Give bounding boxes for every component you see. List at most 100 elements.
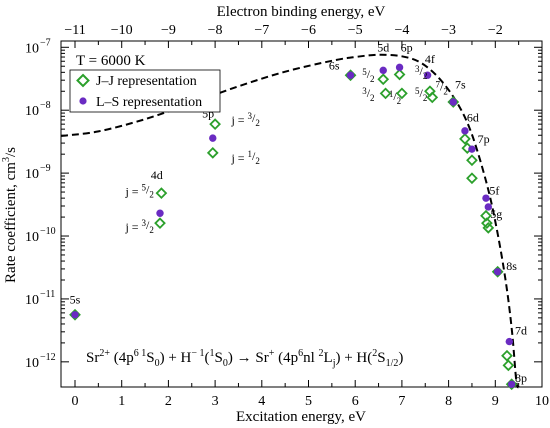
- y-tick-exponent: −11: [40, 289, 55, 300]
- y-tick-base: 10: [25, 104, 39, 119]
- plot-frame: [60, 40, 543, 388]
- top-x-tick-label: −10: [111, 23, 133, 38]
- ls-point: [379, 66, 387, 75]
- j-label-slash: /: [146, 183, 150, 197]
- j-label-prefix: j =: [230, 151, 247, 165]
- jj-point: [501, 349, 513, 362]
- legend-jj-label: J–J representation: [96, 74, 197, 89]
- ls-point: [71, 311, 79, 319]
- half-label: 3/2: [415, 64, 427, 81]
- y-tick-exponent: −12: [40, 352, 56, 363]
- fit-curve-line: [60, 53, 520, 389]
- half-label-slash: /: [367, 67, 371, 81]
- x-tick-label: 1: [118, 394, 125, 409]
- equation-part: 2: [372, 348, 377, 359]
- j-label-slash: /: [146, 218, 150, 232]
- half-label-numerator: 7: [436, 80, 441, 90]
- jj-point: [393, 68, 406, 81]
- y-tick-base: 10: [25, 41, 39, 56]
- equation-part: S: [377, 350, 385, 366]
- half-label: 7/2: [436, 80, 448, 97]
- half-label-numerator: 3: [362, 86, 367, 96]
- equation-part: 6 1: [134, 348, 147, 359]
- jj-point: [154, 217, 166, 230]
- x-axis-top: −11 −10 −9 −8 −7 −6 −5 −4 −3 −2: [64, 23, 520, 45]
- j-label-slash: /: [252, 111, 256, 125]
- equation-part: 0: [155, 358, 160, 369]
- state-label: 5g: [490, 207, 502, 221]
- legend-box: [69, 69, 221, 113]
- y-tick-label: 10: [25, 356, 39, 371]
- equation-part: − 1: [191, 348, 204, 359]
- equation-part: ) + H(: [335, 350, 372, 366]
- half-label: 3/2: [362, 86, 374, 103]
- reaction-equation: Sr2+ (4p6 1S0) + H− 1(1S0) → Sr+ (4p6nl …: [86, 348, 403, 369]
- top-x-tick-label: −6: [301, 23, 316, 38]
- y-tick-exponent: −7: [40, 37, 51, 48]
- y-tick-base: 10: [25, 230, 39, 245]
- equation-part: (4p: [274, 350, 298, 366]
- equation-part: 1/2: [386, 358, 399, 369]
- ls-point: [484, 203, 492, 211]
- jj-point: [482, 221, 495, 234]
- ls-point: [449, 98, 457, 106]
- half-label-denominator: 2: [370, 93, 375, 103]
- half-label-denominator: 2: [370, 74, 375, 84]
- y-tick-label: 10: [25, 230, 39, 245]
- j-label: j = 1/2: [230, 149, 259, 166]
- fit-curve: [60, 53, 520, 389]
- y-tick-base: 10: [25, 293, 39, 308]
- jj-point: [459, 133, 471, 145]
- y-tick-base: 10: [25, 356, 39, 371]
- state-label: 7p: [478, 132, 490, 146]
- ls-point: [209, 134, 217, 142]
- equation-part: 2: [319, 348, 324, 359]
- top-x-tick-label: −5: [348, 23, 363, 38]
- equation-part: S: [146, 350, 154, 366]
- ls-point: [461, 127, 469, 135]
- j-label-prefix: j =: [124, 185, 141, 199]
- jj-point: [206, 146, 219, 159]
- equation-part: j: [332, 358, 336, 369]
- state-label: 6s: [329, 59, 340, 73]
- legend: J–J representation L–S representation: [69, 69, 221, 113]
- y-tick-exponent: −8: [40, 100, 51, 111]
- ls-point: [395, 63, 404, 72]
- ls-series: [71, 63, 516, 388]
- half-label: 5/2: [362, 67, 374, 84]
- equation-part: nl: [303, 350, 318, 366]
- x-tick-label: 2: [165, 394, 172, 409]
- top-x-tick-label: −9: [161, 23, 176, 38]
- x-tick-label: 7: [398, 394, 405, 409]
- j-label-slash: /: [252, 149, 256, 163]
- state-label: 7d: [515, 324, 527, 338]
- jj-point: [466, 154, 478, 167]
- state-label: 4f: [425, 52, 435, 66]
- y-tick-base: 10: [25, 167, 39, 182]
- ls-point: [346, 71, 355, 79]
- j-label-denominator: 2: [255, 156, 260, 166]
- y-label-text: /s: [3, 147, 19, 157]
- y-axis-label: Rate coefficient, cm3/s: [1, 147, 19, 283]
- equation-part: Sr: [86, 350, 99, 366]
- jj-point: [155, 187, 168, 200]
- half-label-slash: /: [419, 86, 423, 100]
- jj-point: [379, 87, 392, 100]
- x-axis-label: Excitation energy, eV: [236, 409, 366, 425]
- j-label: j = 3/2: [124, 218, 153, 235]
- half-label-slash: /: [393, 89, 397, 103]
- ls-point: [505, 337, 514, 346]
- equation-part: L: [324, 350, 333, 366]
- equation-part: S: [215, 350, 223, 366]
- ls-point: [493, 268, 502, 276]
- state-label: 5f: [489, 183, 499, 197]
- y-label-text: Rate coefficient, cm: [3, 162, 19, 283]
- legend-jj-marker: [76, 73, 90, 88]
- j-label-numerator: 3: [248, 111, 253, 121]
- jj-series: [69, 68, 518, 391]
- x-tick-label: 9: [492, 394, 499, 409]
- half-label-denominator: 2: [443, 87, 448, 97]
- half-label-denominator: 2: [423, 93, 428, 103]
- y-tick-exponent: −9: [40, 163, 51, 174]
